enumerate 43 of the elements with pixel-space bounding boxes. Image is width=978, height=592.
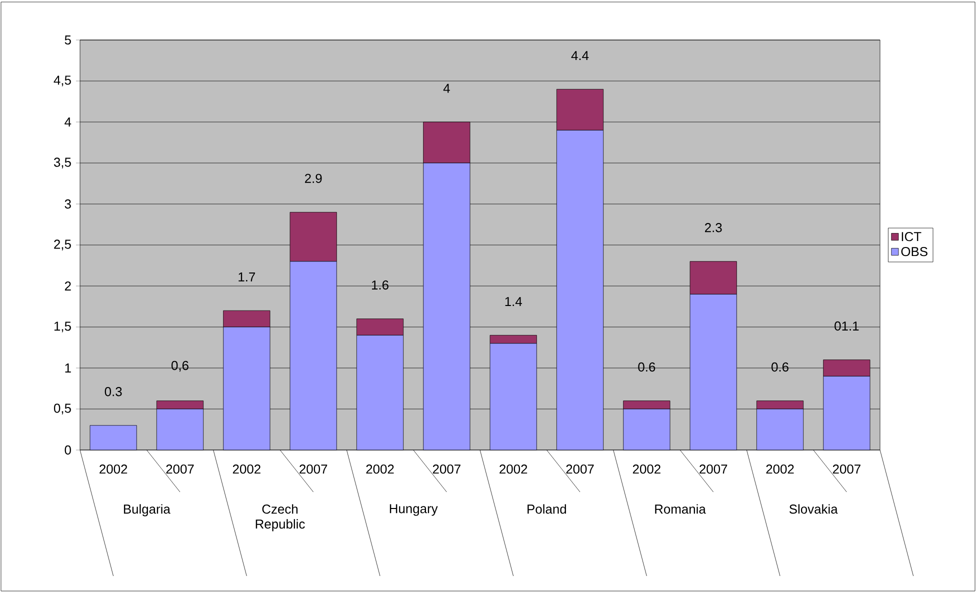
total-label: 1.4 [505, 297, 522, 306]
text: Bulgaria [124, 504, 170, 516]
text: Poland [528, 504, 566, 514]
text: Czech Republic [256, 504, 305, 532]
total-label: 0.6 [772, 362, 788, 372]
x-tick-label: 2007 [566, 464, 594, 474]
total-label: 01.1 [834, 321, 859, 331]
total-label: 0.6 [638, 362, 656, 372]
y-tick-label: 0 [64, 445, 71, 455]
total-label: 2.3 [704, 223, 722, 232]
y-tick-label: 5 [64, 35, 71, 45]
x-tick-label: 2002 [766, 464, 794, 474]
legend-label: OBS [901, 246, 928, 256]
total-label: 2.9 [304, 174, 322, 183]
x-tick-label: 2002 [232, 464, 260, 474]
x-tick-label: 2002 [500, 464, 528, 474]
legend-label: ICT [902, 232, 922, 242]
x-tick-label: 2007 [832, 464, 860, 474]
y-tick-label: 4 [64, 118, 72, 126]
y-tick-label: 1,5 [54, 322, 71, 332]
x-tick-label: 2002 [366, 464, 394, 474]
y-tick-label: 2 [64, 281, 71, 291]
total-label: 4 [443, 84, 450, 93]
total-label: 1.6 [372, 280, 388, 290]
x-tick-label: 2007 [700, 464, 728, 474]
text: Hungary [390, 504, 438, 516]
y-tick-label: 4,5 [54, 76, 71, 86]
x-tick-label: 2007 [166, 464, 194, 474]
text: Romania [655, 504, 706, 514]
x-tick-label: 2002 [632, 464, 660, 474]
y-tick-label: 2,5 [54, 240, 71, 250]
x-tick-label: 2007 [300, 464, 328, 474]
total-label: 1.7 [238, 272, 256, 282]
y-tick-label: 3 [64, 199, 71, 209]
total-label: 0.3 [104, 387, 122, 396]
total-label: 0,6 [172, 360, 188, 372]
y-tick-label: 3,5 [54, 158, 71, 168]
y-tick-label: 0,5 [54, 404, 71, 414]
text: Slovakia [789, 504, 838, 514]
total-label: 4.4 [571, 51, 589, 60]
x-tick-label: 2007 [432, 464, 460, 474]
x-tick-label: 2002 [100, 464, 128, 474]
y-tick-label: 1 [65, 364, 71, 372]
